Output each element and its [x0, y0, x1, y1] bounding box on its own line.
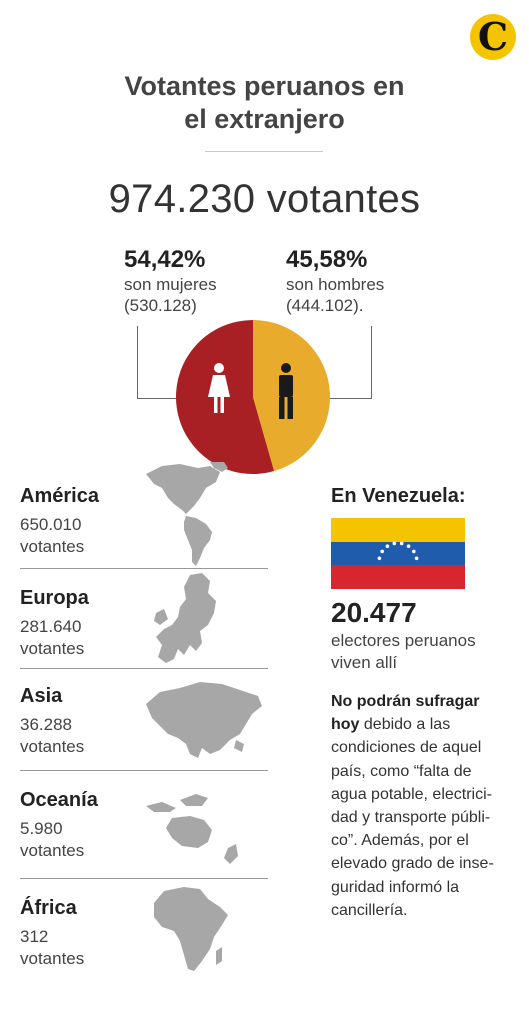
region-unit: votantes [20, 639, 85, 658]
total-voters: 974.230 votantes [108, 177, 421, 221]
venezuela-flag [331, 518, 465, 589]
venezuela-count: 20.477 [331, 597, 417, 628]
flag-star [380, 549, 384, 554]
women-count: (530.128) [124, 296, 197, 315]
region-unit: votantes [20, 537, 85, 556]
region-value: 650.010 [20, 515, 82, 534]
women-leader-line-h [137, 398, 179, 399]
pie-svg [176, 320, 331, 474]
flag-star [412, 549, 416, 554]
woman-icon [208, 363, 230, 413]
america-map-icon [146, 462, 228, 566]
para-line-8: guridad informó la [331, 878, 460, 896]
region-name: Asia [20, 685, 63, 707]
para-line-7: elevado grado de inse- [331, 855, 494, 873]
men-label: son hombres [286, 275, 385, 294]
region-unit: votantes [20, 841, 85, 860]
para-line-6: co”. Además, por el [331, 832, 469, 850]
men-leader-line-h [330, 398, 372, 399]
men-count: (444.102). [286, 296, 364, 315]
region-name: Oceanía [20, 789, 98, 811]
region-europa: Europa 281.640 votantes [20, 586, 268, 660]
para-line-4: agua potable, electrici- [331, 785, 492, 803]
para-line-3: país, como “falta de [331, 762, 472, 780]
region-value: 312 [20, 927, 49, 946]
region-value: 36.288 [20, 715, 72, 734]
para-line-2: condiciones de aquel [331, 739, 482, 757]
flag-star [406, 544, 411, 548]
man-icon [279, 363, 293, 419]
flag-star [399, 541, 404, 546]
region-divider [20, 878, 268, 879]
men-leader-line-v [371, 326, 372, 399]
region-value: 5.980 [20, 819, 63, 838]
flag-band-yellow [331, 518, 465, 542]
para-line-5: dad y transporte públi- [331, 809, 491, 827]
para-bold-1: No podrán sufragar [331, 693, 480, 710]
region-name: América [20, 485, 99, 507]
region-name: Europa [20, 587, 89, 609]
flag-star [377, 556, 382, 561]
region-value: 281.640 [20, 617, 82, 636]
venezuela-desc-line-1: electores peruanos [331, 631, 476, 650]
region-unit: votantes [20, 949, 85, 968]
region-divider [20, 770, 268, 771]
men-percentage: 45,58% [286, 246, 368, 273]
title-line-1: Votantes peruanos en [124, 71, 405, 101]
logo: C [470, 14, 516, 60]
venezuela-description: electores peruanos viven allí [331, 630, 521, 674]
region-america: América 650.010 votantes [20, 484, 268, 558]
flag-star [385, 544, 390, 548]
europe-map-icon [154, 573, 216, 663]
africa-map-icon [154, 887, 228, 971]
region-unit: votantes [20, 737, 85, 756]
region-divider [20, 668, 268, 669]
flag-star [414, 556, 419, 561]
asia-map-icon [146, 682, 262, 758]
page-title: Votantes peruanos en el extranjero [0, 70, 529, 136]
region-asia: Asia 36.288 votantes [20, 684, 268, 758]
gender-pie-chart [176, 320, 331, 474]
region-oceania: Oceanía 5.980 votantes [20, 788, 268, 862]
venezuela-desc-line-2: viven allí [331, 653, 398, 672]
women-leader-line-v [137, 326, 138, 399]
para-line-1-rest: debido a las [359, 716, 451, 734]
women-percentage: 54,42% [124, 246, 206, 273]
title-line-2: el extranjero [184, 104, 345, 134]
para-bold-2: hoy [331, 716, 360, 734]
oceania-map-icon [146, 794, 238, 864]
venezuela-title: En Venezuela: [331, 485, 466, 507]
region-africa: África 312 votantes [20, 896, 268, 970]
men-stat: 45,58% son hombres (444.102). [286, 246, 384, 316]
women-stat: 54,42% son mujeres (530.128) [124, 246, 217, 316]
flag-band-red [331, 565, 465, 589]
venezuela-paragraph: No podrán sufragar hoy debido a las cond… [331, 690, 521, 922]
women-label: son mujeres [124, 275, 217, 294]
region-name: África [20, 897, 77, 919]
para-line-9: cancillería. [331, 901, 408, 919]
flag-star [392, 541, 397, 546]
title-divider [205, 151, 323, 152]
region-divider [20, 568, 268, 569]
flag-stars-icon [377, 541, 419, 561]
flag-band-blue [331, 541, 465, 566]
